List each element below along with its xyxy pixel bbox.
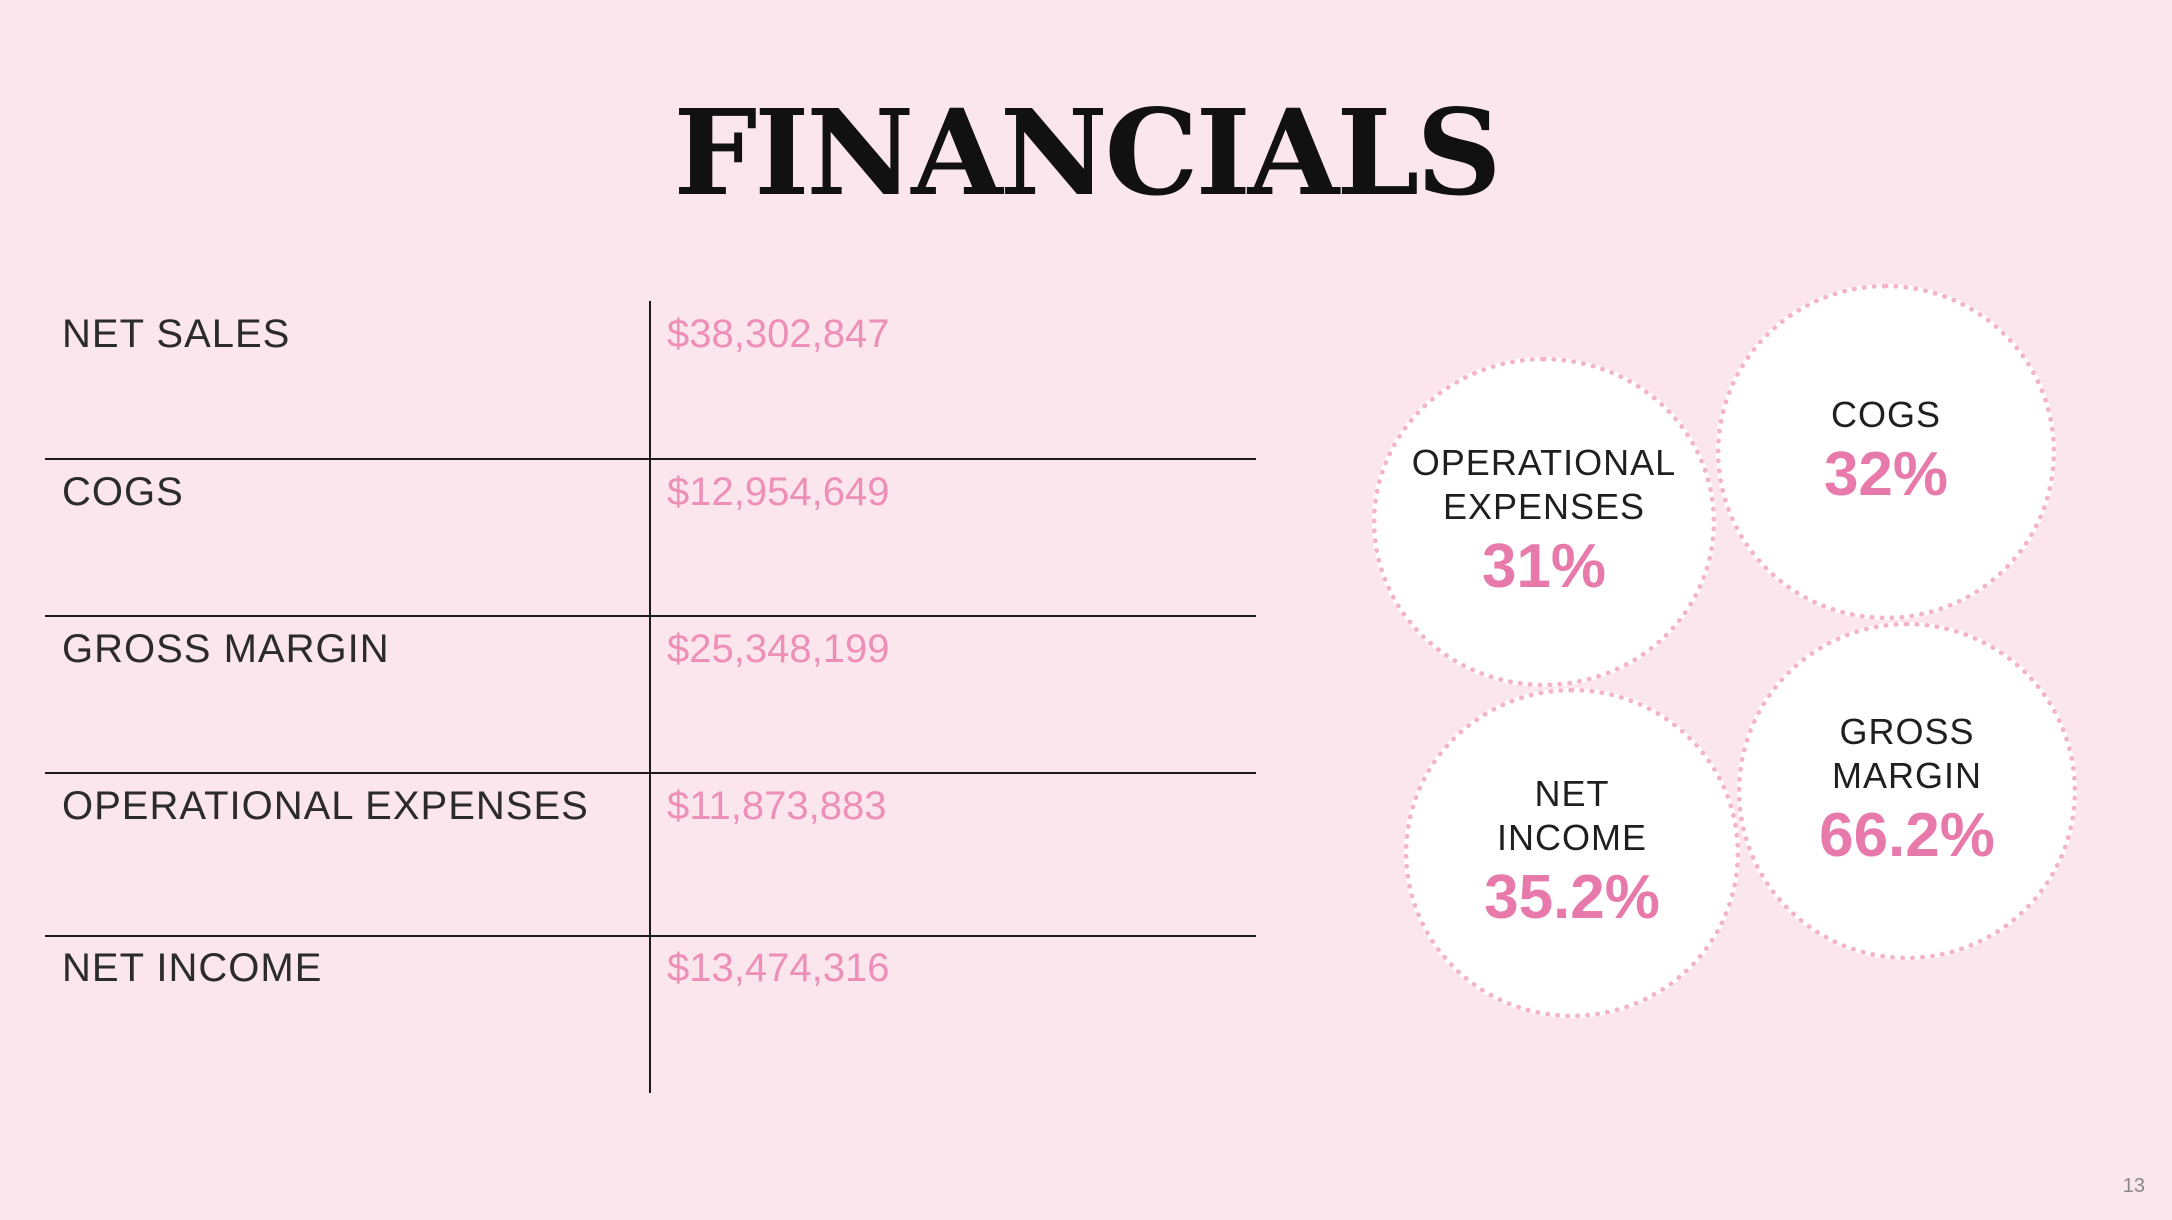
financials-table: NET SALES $38,302,847 COGS $12,954,649 G… (45, 301, 1256, 1093)
bubble-label-net-income: NET INCOME (1497, 773, 1647, 858)
slide-title: FINANCIALS (673, 83, 1501, 222)
bubble-value-operational-expenses: 31% (1481, 532, 1607, 601)
row-label-net-income: NET INCOME (62, 946, 323, 990)
row-value-net-income: $13,474,316 (667, 946, 890, 990)
bubble-label-cogs: COGS (1830, 394, 1941, 435)
bubble-net-income: NET INCOME 35.2% (1404, 688, 1740, 1018)
bubble-cogs: COGS 32% (1716, 284, 2056, 620)
bubble-operational-expenses: OPERATIONAL EXPENSES 31% (1372, 357, 1716, 687)
table-column-divider (649, 301, 651, 1093)
bubble-label-operational-expenses: OPERATIONAL EXPENSES (1411, 442, 1677, 527)
row-label-gross-margin: GROSS MARGIN (62, 627, 390, 671)
table-row-divider (45, 458, 1256, 460)
row-label-net-sales: NET SALES (62, 312, 291, 356)
bubble-value-gross-margin: 66.2% (1819, 801, 1995, 870)
bubble-label-gross-margin: GROSS MARGIN (1832, 711, 1982, 796)
row-value-gross-margin: $25,348,199 (667, 627, 890, 671)
row-label-cogs: COGS (62, 470, 184, 514)
row-value-operational-expenses: $11,873,883 (667, 784, 887, 828)
bubble-gross-margin: GROSS MARGIN 66.2% (1737, 622, 2077, 960)
table-row-divider (45, 615, 1256, 617)
table-row-divider (45, 772, 1256, 774)
bubble-value-net-income: 35.2% (1484, 863, 1660, 932)
page-number: 13 (2122, 1175, 2145, 1197)
table-row-divider (45, 935, 1256, 937)
row-value-cogs: $12,954,649 (667, 470, 890, 514)
row-label-operational-expenses: OPERATIONAL EXPENSES (62, 784, 589, 828)
bubble-value-cogs: 32% (1823, 440, 1949, 509)
row-value-net-sales: $38,302,847 (667, 312, 890, 356)
